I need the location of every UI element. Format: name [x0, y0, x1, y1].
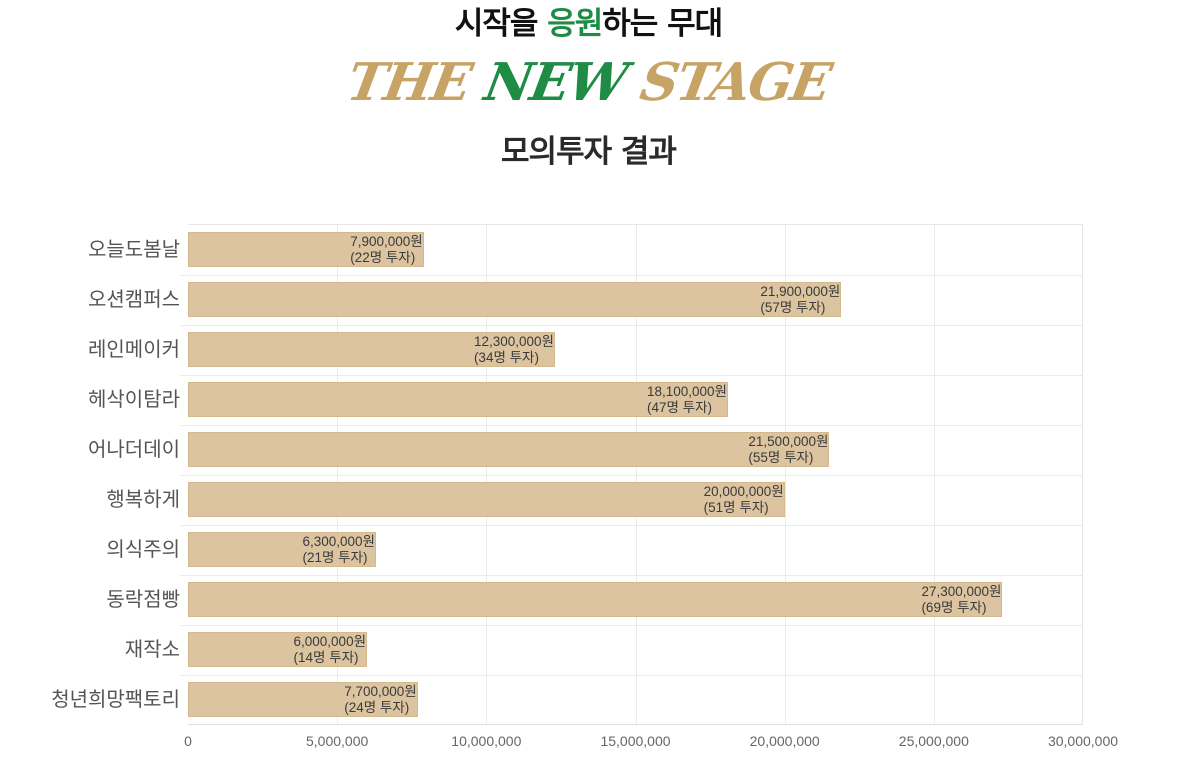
bar-investor-count: (55명 투자) [748, 450, 814, 465]
bar[interactable]: 21,900,000원 (57명 투자) [188, 282, 842, 317]
brand-stage: STAGE [619, 52, 835, 113]
x-axis-tick-label: 30,000,000 [1047, 733, 1119, 749]
x-axis-tick-label: 10,000,000 [451, 733, 522, 749]
brand-logo: THE NEW STAGE [0, 52, 1177, 113]
y-axis-label: 재작소 [124, 637, 180, 661]
horizontal-gridline [180, 475, 1082, 476]
y-axis-label: 오늘도봄날 [88, 237, 180, 261]
y-axis-label: 의식주의 [106, 537, 180, 561]
bar[interactable]: 12,300,000원 (34명 투자) [188, 332, 555, 367]
y-axis-label: 청년희망팩토리 [51, 687, 180, 711]
y-axis-label: 오션캠퍼스 [88, 287, 180, 311]
horizontal-gridline [180, 425, 1082, 426]
horizontal-gridline [180, 625, 1082, 626]
bar-value-label: 21,500,000원 (55명 투자) [748, 434, 828, 466]
bar-investor-count: (69명 투자) [921, 600, 987, 615]
y-axis-label: 헤삭이탐라 [88, 387, 180, 411]
bar-amount: 27,300,000원 [921, 584, 1002, 599]
bar-amount: 6,300,000원 [302, 534, 375, 549]
headline: 시작을 응원하는 무대 [0, 0, 1177, 43]
bar-investor-count: (22명 투자) [350, 250, 416, 265]
x-axis-tick-label: 25,000,000 [898, 733, 969, 749]
x-axis-tick-label: 20,000,000 [749, 733, 820, 749]
bar-value-label: 21,900,000원 (57명 투자) [760, 284, 840, 316]
vertical-gridline [486, 225, 488, 724]
vertical-gridline [337, 225, 339, 724]
bar-investor-count: (57명 투자) [760, 300, 826, 315]
bar[interactable]: 7,700,000원 (24명 투자) [188, 682, 418, 717]
bar-value-label: 20,000,000원 (51명 투자) [704, 484, 784, 516]
bar[interactable]: 18,100,000원 (47명 투자) [188, 382, 728, 417]
bar-investor-count: (34명 투자) [473, 350, 539, 365]
bar-value-label: 6,300,000원 (21명 투자) [302, 534, 374, 566]
x-axis-tick-label: 0 [184, 733, 192, 749]
bar-amount: 21,900,000원 [760, 284, 841, 299]
x-axis-tick-label: 15,000,000 [600, 733, 671, 749]
bar-amount: 7,700,000원 [344, 684, 417, 699]
bar-value-label: 27,300,000원 (69명 투자) [921, 584, 1001, 616]
bar-amount: 18,100,000원 [646, 384, 727, 399]
bar-value-label: 7,700,000원 (24명 투자) [344, 684, 416, 716]
bar[interactable]: 20,000,000원 (51명 투자) [188, 482, 785, 517]
brand-the: THE [342, 52, 491, 113]
bar[interactable]: 21,500,000원 (55명 투자) [188, 432, 830, 467]
bar[interactable]: 27,300,000원 (69명 투자) [188, 582, 1003, 617]
bar[interactable]: 7,900,000원 (22명 투자) [188, 232, 424, 267]
bar-value-label: 12,300,000원 (34명 투자) [474, 334, 554, 366]
x-axis-line [188, 724, 1083, 725]
horizontal-gridline [180, 575, 1082, 576]
bar-value-label: 18,100,000원 (47명 투자) [647, 384, 727, 416]
y-axis-label: 레인메이커 [88, 337, 180, 361]
horizontal-gridline [180, 325, 1082, 326]
bar-amount: 7,900,000원 [350, 234, 423, 249]
headline-accent: 응원 [547, 6, 603, 42]
bar[interactable]: 6,300,000원 (21명 투자) [188, 532, 376, 567]
bar-amount: 21,500,000원 [748, 434, 829, 449]
bar-amount: 20,000,000원 [703, 484, 784, 499]
bar[interactable]: 6,000,000원 (14명 투자) [188, 632, 367, 667]
bar-value-label: 6,000,000원 (14명 투자) [294, 634, 366, 666]
y-axis-label: 어나더데이 [88, 437, 180, 461]
bar-investor-count: (24명 투자) [344, 700, 410, 715]
horizontal-gridline [180, 275, 1082, 276]
x-axis-tick-label: 5,000,000 [306, 733, 369, 749]
vertical-gridline [635, 225, 637, 724]
bar-investor-count: (14명 투자) [293, 650, 359, 665]
horizontal-gridline [180, 375, 1082, 376]
chart-title: 모의투자 결과 [501, 134, 677, 170]
plot-area: 7,900,000원 (22명 투자) 21,900,000원 (57명 투자) 12,… [180, 224, 1083, 724]
bar-investor-count: (51명 투자) [703, 500, 769, 515]
brand-new: NEW [480, 52, 631, 113]
y-axis-label: 행복하게 [106, 487, 180, 511]
bar-value-label: 7,900,000원 (22명 투자) [350, 234, 422, 266]
vertical-gridline [784, 225, 786, 724]
bar-amount: 12,300,000원 [473, 334, 554, 349]
headline-text-1: 시작을 [454, 6, 548, 42]
bar-investor-count: (21명 투자) [302, 550, 368, 565]
horizontal-gridline [180, 675, 1082, 676]
vertical-gridline [933, 225, 935, 724]
headline-text-2: 하는 무대 [602, 6, 723, 42]
y-axis-label: 동락점빵 [106, 587, 180, 611]
horizontal-gridline [180, 525, 1082, 526]
bar-amount: 6,000,000원 [293, 634, 366, 649]
bar-investor-count: (47명 투자) [646, 400, 712, 415]
